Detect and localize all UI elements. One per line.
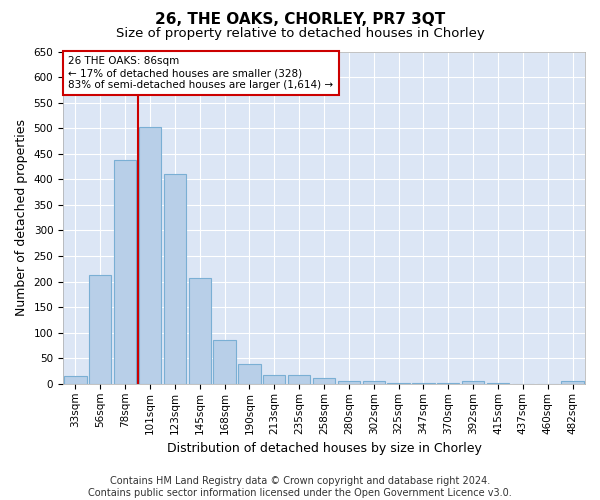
Y-axis label: Number of detached properties: Number of detached properties — [15, 119, 28, 316]
Bar — [338, 381, 360, 384]
Text: 26 THE OAKS: 86sqm
← 17% of detached houses are smaller (328)
83% of semi-detach: 26 THE OAKS: 86sqm ← 17% of detached hou… — [68, 56, 334, 90]
Bar — [188, 278, 211, 384]
Text: 26, THE OAKS, CHORLEY, PR7 3QT: 26, THE OAKS, CHORLEY, PR7 3QT — [155, 12, 445, 28]
Bar — [362, 382, 385, 384]
Bar — [263, 374, 286, 384]
Bar — [238, 364, 260, 384]
Bar — [164, 174, 186, 384]
Bar — [89, 276, 112, 384]
Bar — [562, 382, 584, 384]
Bar — [64, 376, 86, 384]
Bar — [139, 126, 161, 384]
Text: Size of property relative to detached houses in Chorley: Size of property relative to detached ho… — [116, 28, 484, 40]
Bar — [114, 160, 136, 384]
Bar — [313, 378, 335, 384]
Bar — [288, 375, 310, 384]
X-axis label: Distribution of detached houses by size in Chorley: Distribution of detached houses by size … — [167, 442, 481, 455]
Text: Contains HM Land Registry data © Crown copyright and database right 2024.
Contai: Contains HM Land Registry data © Crown c… — [88, 476, 512, 498]
Bar — [462, 382, 484, 384]
Bar — [214, 340, 236, 384]
Bar — [388, 383, 410, 384]
